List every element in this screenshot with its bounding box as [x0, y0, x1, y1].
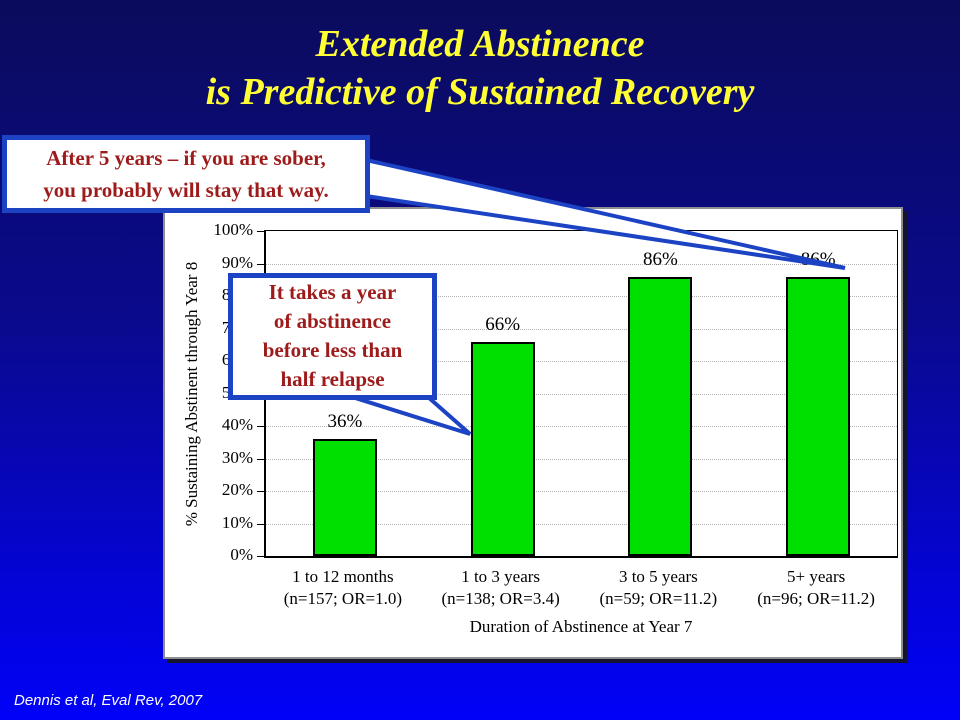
- bar-value-label: 36%: [327, 411, 363, 432]
- x-axis-title: Duration of Abstinence at Year 7: [469, 617, 693, 636]
- callout-inner-line2: of abstinence: [273, 309, 392, 333]
- x-category-label: 1 to 3 years (n=138; OR=3.4): [422, 566, 580, 610]
- x-category-name: 1 to 3 years: [461, 567, 541, 586]
- y-tick-label: 100%: [213, 220, 253, 239]
- y-tick: [257, 491, 264, 492]
- y-tick-label: 20%: [221, 480, 253, 499]
- x-category-label: 3 to 5 years (n=59; OR=11.2): [580, 566, 738, 610]
- x-category-sublabel: (n=59; OR=11.2): [599, 589, 718, 608]
- bar: [312, 439, 377, 556]
- y-tick: [257, 458, 264, 460]
- x-category-label: 1 to 12 months (n=157; OR=1.0): [264, 566, 422, 610]
- callout-inner-line3: before less than: [262, 338, 403, 362]
- gridline: [266, 426, 897, 427]
- slide-title: Extended Abstinence is Predictive of Sus…: [0, 20, 960, 116]
- bar: [470, 341, 535, 556]
- x-category-name: 1 to 12 months: [292, 567, 394, 586]
- x-category-sublabel: (n=96; OR=11.2): [757, 589, 875, 608]
- gridline: [266, 328, 897, 330]
- callout-top-line1: After 5 years – if you are sober,: [46, 146, 326, 170]
- gridline: [266, 523, 897, 525]
- y-tick: [257, 426, 264, 427]
- gridline: [266, 491, 897, 492]
- x-category-name: 5+ years: [787, 567, 846, 586]
- y-tick-label: 10%: [221, 512, 253, 532]
- slide-title-line2: is Predictive of Sustained Recovery: [205, 71, 755, 113]
- bar: [786, 276, 851, 556]
- bar-value-label: 86%: [800, 248, 836, 270]
- y-tick-label: 40%: [221, 415, 253, 434]
- callout-after-5-years: After 5 years – if you are sober, you pr…: [2, 135, 370, 213]
- x-category-name: 3 to 5 years: [618, 567, 698, 586]
- bar: [628, 276, 693, 556]
- callout-takes-a-year: It takes a year of abstinence before les…: [228, 273, 437, 400]
- bar-value-label: 86%: [642, 248, 678, 270]
- y-tick-label: 30%: [221, 447, 253, 467]
- y-tick: [257, 556, 264, 557]
- slide-title-line1: Extended Abstinence: [315, 23, 645, 65]
- y-tick-label: 0%: [230, 545, 253, 564]
- gridline: [266, 296, 897, 297]
- callout-top-line2: you probably will stay that way.: [43, 178, 329, 202]
- bar-value-label: 66%: [485, 313, 521, 335]
- x-category-sublabel: (n=157; OR=1.0): [283, 589, 403, 608]
- x-category-label: 5+ years (n=96; OR=11.2): [737, 566, 895, 610]
- callout-inner-line4: half relapse: [280, 367, 385, 391]
- y-tick: [257, 263, 264, 265]
- y-tick-label: 90%: [221, 252, 253, 272]
- x-category-sublabel: (n=138; OR=3.4): [441, 589, 560, 608]
- callout-inner-line1: It takes a year: [268, 280, 397, 304]
- gridline: [266, 361, 897, 362]
- gridline: [266, 458, 897, 460]
- y-tick: [257, 523, 264, 525]
- citation: Dennis et al, Eval Rev, 2007: [14, 692, 203, 709]
- y-tick: [257, 231, 264, 232]
- gridline: [266, 393, 897, 395]
